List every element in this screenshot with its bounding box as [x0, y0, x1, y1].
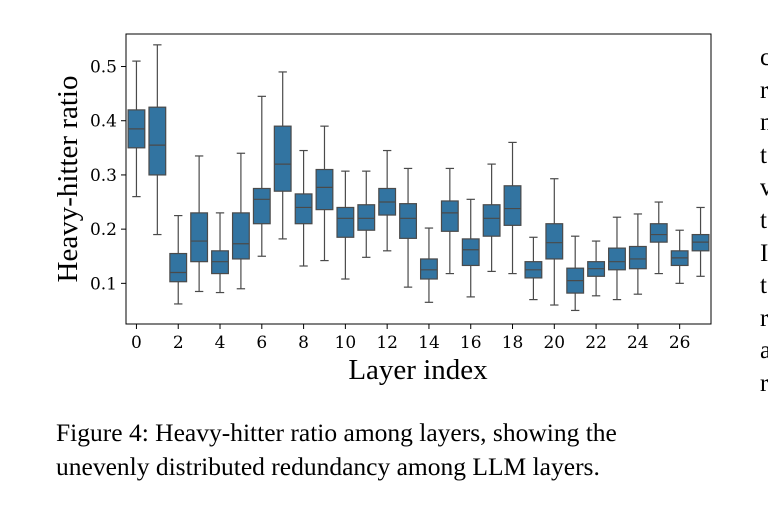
y-axis: 0.1 0.2 0.3 0.4 0.5: [90, 58, 126, 295]
cropped-text-line: r: [760, 303, 768, 336]
cropped-text-line: v: [760, 172, 768, 205]
box: [630, 246, 647, 268]
y-tick-label: 0.4: [90, 112, 117, 132]
cropped-text-line: t: [760, 270, 768, 303]
box-layer-18: [504, 142, 521, 273]
box-layer-23: [609, 217, 626, 299]
box-layer-14: [421, 228, 438, 302]
x-tick-label: 16: [460, 333, 482, 353]
cropped-text-line: n: [760, 107, 768, 140]
box: [191, 213, 208, 262]
x-axis-label: Layer index: [348, 354, 488, 386]
y-axis-label: Heavy-hitter ratio: [52, 76, 84, 283]
y-tick-label: 0.3: [90, 166, 117, 186]
caption-line-1: Figure 4: Heavy-hitter ratio among layer…: [56, 416, 746, 450]
box: [149, 107, 166, 175]
x-tick-label: 0: [131, 333, 142, 353]
box: [400, 204, 417, 239]
box: [170, 254, 187, 282]
box-layer-8: [295, 151, 312, 266]
box-layer-22: [588, 241, 605, 296]
x-tick-label: 14: [418, 333, 440, 353]
box: [650, 224, 667, 242]
cropped-text-line: a: [760, 335, 768, 368]
box-layer-24: [630, 214, 647, 294]
box: [316, 170, 333, 210]
box: [546, 224, 563, 259]
box-layer-25: [650, 202, 667, 274]
box-layer-4: [212, 213, 229, 293]
box: [233, 213, 250, 259]
box-layer-2: [170, 216, 187, 304]
x-tick-label: 24: [627, 333, 649, 353]
box: [441, 201, 458, 231]
x-tick-label: 8: [298, 333, 309, 353]
y-tick-label: 0.5: [90, 58, 117, 78]
box-layer-6: [253, 96, 270, 256]
x-tick-label: 6: [256, 333, 267, 353]
x-tick-label: 20: [543, 333, 565, 353]
cropped-text-line: r: [760, 75, 768, 108]
x-tick-label: 4: [215, 333, 226, 353]
x-tick-label: 10: [335, 333, 357, 353]
box-layer-21: [567, 236, 584, 310]
box-layer-12: [379, 151, 396, 251]
cropped-text-line: t: [760, 205, 768, 238]
box-layer-13: [400, 168, 417, 287]
box-plot-chart: 0.10.20.30.40.5 0 2 4 6 8 10 12 14 16 18 20 22 24 26 …: [0, 0, 768, 410]
box: [609, 248, 626, 270]
x-tick-label: 12: [376, 333, 398, 353]
box-layer-17: [483, 164, 500, 271]
cropped-text-line: I: [760, 238, 768, 271]
caption-line-2: unevenly distributed redundancy among LL…: [56, 450, 746, 484]
box: [358, 205, 375, 230]
box-layer-5: [233, 153, 250, 289]
box: [337, 207, 354, 237]
box: [421, 259, 438, 279]
x-tick-label: 26: [669, 333, 691, 353]
box: [504, 186, 521, 226]
box-layer-10: [337, 171, 354, 279]
cropped-text-line: t: [760, 140, 768, 173]
cropped-text-line: c: [760, 42, 768, 75]
box: [295, 194, 312, 224]
plot-frame: [126, 34, 711, 324]
box: [274, 126, 291, 191]
box-layer-3: [191, 156, 208, 292]
box: [253, 188, 270, 223]
x-axis: 0 2 4 6 8 10 12 14 16 18 20 22 24 26: [131, 324, 690, 353]
x-tick-label: 22: [585, 333, 607, 353]
box-layer-16: [462, 199, 479, 297]
box-layer-1: [149, 45, 166, 235]
box-layer-15: [441, 168, 458, 273]
cropped-text-line: r: [760, 368, 768, 401]
box: [462, 239, 479, 266]
box-layer-20: [546, 179, 563, 305]
box-layer-11: [358, 171, 375, 257]
box-layer-27: [692, 207, 709, 276]
box-layer-0: [128, 61, 145, 197]
box: [483, 205, 500, 236]
x-tick-label: 2: [173, 333, 184, 353]
box-layer-7: [274, 72, 291, 239]
x-tick-label: 18: [502, 333, 524, 353]
plot-area: [128, 45, 709, 311]
y-tick-label: 0.2: [90, 220, 117, 240]
box-layer-9: [316, 126, 333, 260]
box-layer-19: [525, 237, 542, 299]
figure-caption: Figure 4: Heavy-hitter ratio among layer…: [56, 416, 746, 484]
box-layer-26: [671, 230, 688, 283]
y-tick-label: 0.1: [90, 274, 117, 294]
